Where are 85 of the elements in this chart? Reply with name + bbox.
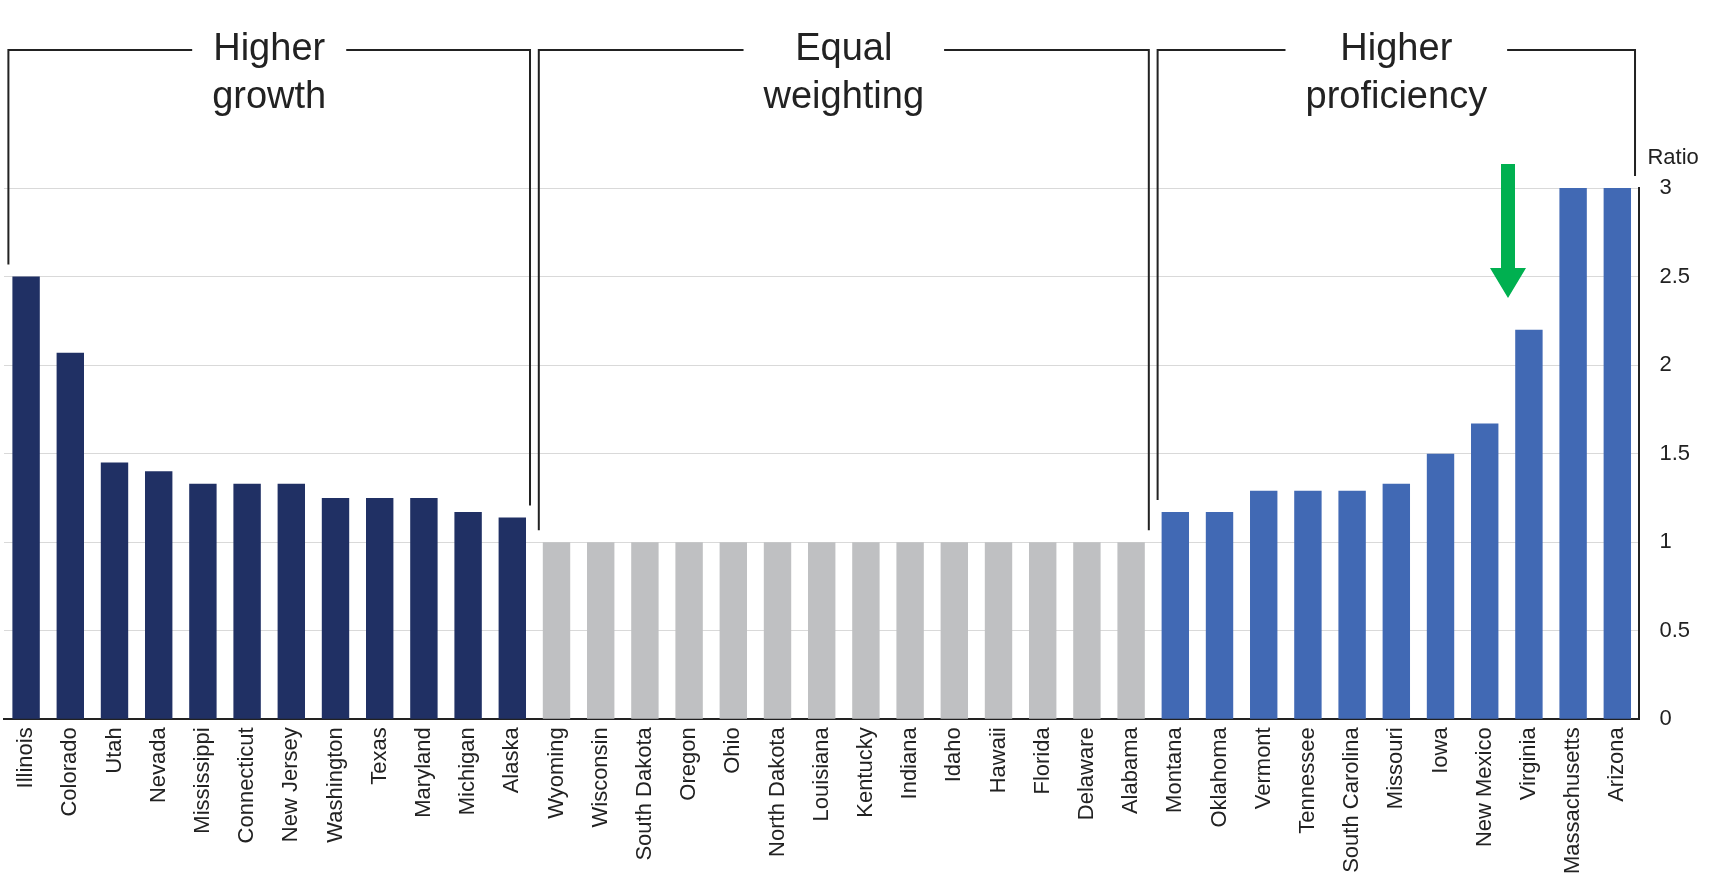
x-tick-label: Ohio	[719, 727, 745, 774]
text: Equal weighting	[762, 26, 925, 117]
bar	[1029, 542, 1057, 719]
bar	[675, 542, 703, 719]
bar	[1471, 423, 1499, 719]
x-tick-label: Alaska	[498, 726, 524, 794]
x-tick-label: North Dakota	[763, 726, 789, 857]
bar	[1603, 188, 1632, 719]
y-axis-title: Ratio	[1647, 144, 1699, 170]
bar	[145, 471, 173, 719]
x-tick-label: Tennessee	[1293, 727, 1319, 834]
y-tick-label: 1	[1659, 528, 1672, 554]
bar	[100, 462, 129, 719]
bar	[1382, 483, 1411, 719]
x-tick-label: Illinois	[12, 727, 38, 789]
x-tick-label: Virginia	[1514, 726, 1540, 801]
bar	[984, 542, 1013, 719]
bar	[1073, 542, 1101, 719]
x-tick-label: Nevada	[144, 726, 170, 804]
x-tick-label: Vermont	[1249, 727, 1275, 810]
x-tick-label: Iowa	[1426, 726, 1452, 774]
bar	[808, 542, 836, 719]
bar	[1294, 490, 1322, 719]
x-tick-label: Oklahoma	[1205, 726, 1231, 828]
bar	[1117, 542, 1145, 719]
bar	[1426, 453, 1455, 719]
x-tick-label: New Mexico	[1470, 727, 1496, 848]
y-tick-label: 1.5	[1659, 439, 1691, 465]
x-tick-label: Missouri	[1382, 727, 1408, 810]
bar	[852, 542, 880, 719]
x-tick-label: New Jersey	[277, 727, 303, 843]
x-tick-label: Mississippi	[188, 727, 214, 834]
bar	[940, 542, 969, 719]
x-tick-label: Alabama	[1117, 726, 1143, 815]
x-tick-label: Delaware	[1072, 727, 1098, 821]
bar	[763, 542, 792, 719]
x-tick-label: Oregon	[675, 727, 701, 801]
x-tick-label: Massachusetts	[1559, 727, 1585, 875]
x-tick-label: Texas	[365, 727, 391, 785]
x-tick-label: Utah	[100, 727, 126, 774]
x-tick-label: South Dakota	[630, 726, 656, 861]
x-tick-label: Washington	[321, 727, 347, 843]
bar	[277, 483, 306, 719]
bar	[12, 276, 40, 719]
bar	[1515, 329, 1543, 719]
bar	[1205, 512, 1234, 719]
bar	[454, 512, 482, 719]
x-tick-label: Montana	[1161, 726, 1187, 813]
bar	[321, 497, 350, 719]
bar	[1250, 490, 1278, 719]
bar	[233, 483, 261, 719]
bar	[1559, 188, 1587, 719]
x-tick-label: Colorado	[56, 727, 82, 817]
bar	[587, 542, 615, 719]
bar	[631, 542, 659, 719]
bar	[1338, 490, 1366, 719]
y-tick-label: 3	[1659, 174, 1672, 200]
x-tick-label: Florida	[1028, 726, 1054, 795]
x-tick-label: Indiana	[896, 726, 922, 800]
bar	[189, 483, 217, 719]
bar	[1161, 512, 1190, 719]
bar	[56, 352, 84, 719]
text: Higher growth	[212, 26, 327, 117]
bar	[498, 517, 527, 719]
x-tick-label: Hawaii	[984, 727, 1010, 794]
x-tick-label: Wisconsin	[586, 727, 612, 828]
bar	[410, 497, 438, 719]
bar	[719, 542, 748, 719]
x-tick-label: Michigan	[454, 727, 480, 816]
text: Higher proficiency	[1305, 26, 1488, 117]
x-tick-label: Idaho	[940, 727, 966, 783]
x-tick-label: Maryland	[409, 727, 435, 818]
x-tick-label: Wyoming	[542, 727, 568, 819]
bar	[366, 497, 394, 719]
x-tick-label: Connecticut	[233, 727, 259, 844]
y-tick-label: 0.5	[1659, 616, 1691, 642]
y-tick-label: 2.5	[1659, 262, 1691, 288]
bar	[896, 542, 924, 719]
x-tick-label: South Carolina	[1338, 726, 1364, 873]
bar	[542, 542, 571, 719]
x-tick-label: Kentucky	[851, 727, 877, 818]
y-tick-label: 0	[1659, 705, 1672, 731]
y-tick-label: 2	[1659, 351, 1672, 377]
x-tick-label: Louisiana	[807, 726, 833, 822]
x-tick-label: Arizona	[1603, 726, 1629, 802]
